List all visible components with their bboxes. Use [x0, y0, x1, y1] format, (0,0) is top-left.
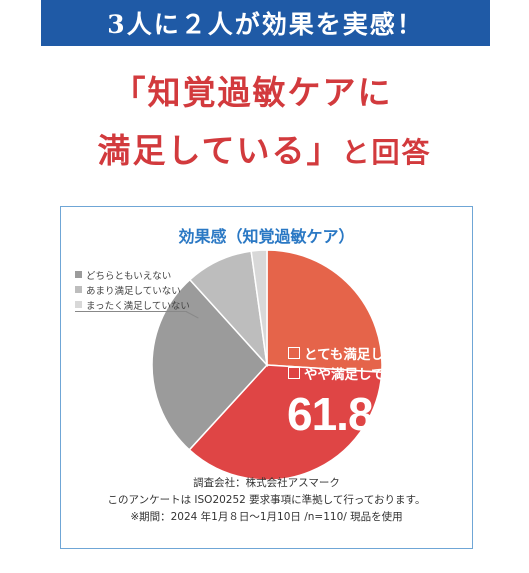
headline-main: 満足している」 [97, 131, 342, 170]
legend-item: まったく満足していない [75, 297, 190, 312]
callout-item: やや満足している [288, 363, 424, 383]
pie-slice [188, 364, 383, 481]
banner-text: 3人に２人が効果を実感！ [107, 10, 424, 39]
survey-chart-panel: 効果感（知覚過敏ケア） どちらともいえない あまり満足していない まったく満足し… [60, 206, 473, 549]
legend-label: どちらともいえない [86, 270, 172, 282]
pie-chart [151, 249, 383, 481]
headline-line-2: 満足している」と回答 [0, 124, 529, 172]
legend-item: どちらともいえない [75, 267, 190, 282]
percentage-unit: % [372, 404, 400, 437]
callout-item: とても満足している [288, 343, 424, 363]
banner: 3人に２人が効果を実感！ [41, 0, 490, 46]
legend: どちらともいえない あまり満足していない まったく満足していない [75, 267, 190, 312]
legend-swatch [75, 286, 82, 293]
callout-label: とても満足している [304, 347, 425, 363]
footnote-line: このアンケートは ISO20252 要求事項に準拠して行っております。 [107, 494, 426, 506]
checkbox-icon [288, 347, 300, 359]
legend-label: あまり満足していない [86, 285, 181, 297]
headline-line-1: 「知覚過敏ケアに [112, 73, 393, 112]
pie-slice [250, 249, 268, 366]
pie-slice [151, 278, 269, 451]
legend-item: あまり満足していない [75, 282, 190, 297]
legend-leader-line [75, 311, 187, 312]
percentage-value: 61.8 [287, 388, 374, 440]
survey-footnote: 調査会社：株式会社アスマーク このアンケートは ISO20252 要求事項に準拠… [61, 475, 472, 526]
legend-label: まったく満足していない [86, 300, 190, 312]
satisfied-percentage: 61.8% [287, 387, 400, 441]
legend-swatch [75, 271, 82, 278]
satisfied-callout: とても満足している やや満足している [288, 343, 424, 383]
legend-swatch [75, 301, 82, 308]
pie-slice [266, 249, 383, 374]
chart-title: 効果感（知覚過敏ケア） [178, 227, 355, 246]
footnote-line: ※期間：2024 年1月８日〜1月10日 /n=110/ 現品を使用 [130, 511, 403, 523]
callout-label: やや満足している [304, 367, 412, 383]
checkbox-icon [288, 367, 300, 379]
footnote-line: 調査会社：株式会社アスマーク [193, 477, 340, 489]
headline-suffix: と回答 [341, 136, 432, 169]
